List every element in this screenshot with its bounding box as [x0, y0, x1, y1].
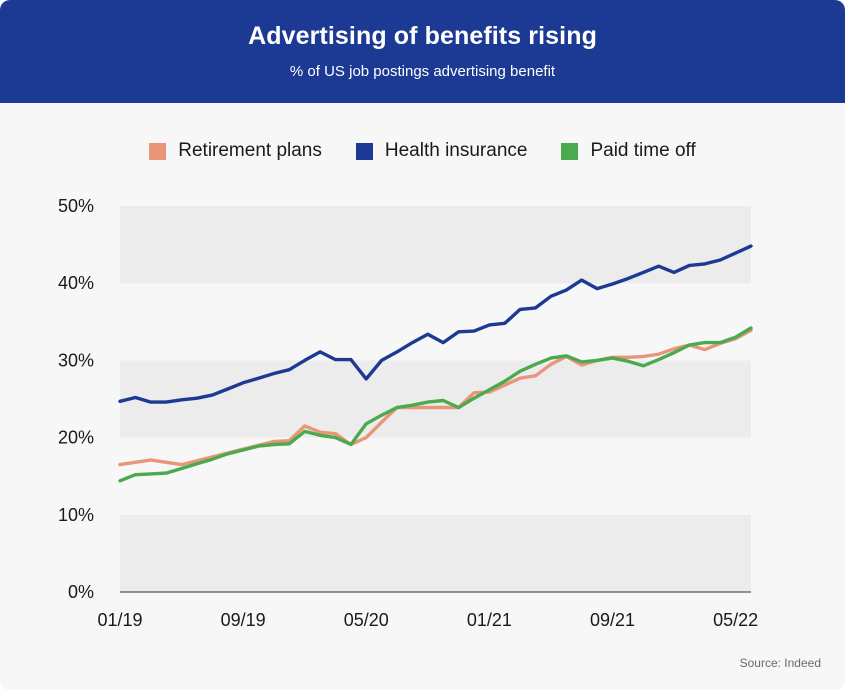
- legend-swatch: [355, 142, 373, 160]
- chart-header: Advertising of benefits rising % of US j…: [0, 0, 845, 103]
- chart-title: Advertising of benefits rising: [248, 22, 597, 50]
- x-tick-label: 09/21: [590, 610, 635, 630]
- grid-bands: [120, 206, 751, 592]
- legend-label: Retirement plans: [178, 140, 322, 161]
- y-tick-label: 40%: [58, 273, 94, 293]
- chart-subtitle: % of US job postings advertising benefit: [289, 63, 556, 80]
- chart-legend: Retirement plans Health insurance Paid tim…: [0, 138, 845, 164]
- x-tick-label: 05/20: [344, 610, 389, 630]
- y-axis-labels: 0% 10% 20% 30% 40% 50%: [58, 196, 94, 602]
- y-tick-label: 10%: [58, 505, 94, 525]
- grid-band: [120, 283, 751, 361]
- legend-swatch: [149, 142, 167, 160]
- x-tick-label: 05/22: [713, 610, 758, 630]
- series-line-health-insurance: [118, 244, 753, 404]
- x-tick-label: 01/21: [467, 610, 512, 630]
- y-tick-label: 20%: [58, 428, 94, 448]
- source-note: Source: Indeed: [739, 656, 821, 670]
- grid-band: [120, 360, 751, 438]
- x-tick-label: 01/19: [97, 610, 142, 630]
- y-tick-label: 50%: [58, 196, 94, 216]
- legend-item-paid-time-off: Paid time off: [561, 138, 696, 164]
- y-tick-label: 0%: [68, 582, 94, 602]
- legend-label: Paid time off: [590, 140, 696, 161]
- legend-swatch: [561, 142, 579, 160]
- series-line-paid-time-off: [118, 326, 753, 483]
- legend-item-health-insurance: Health insurance: [355, 138, 528, 164]
- grid-band: [120, 206, 751, 284]
- legend-item-retirement-plans: Retirement plans: [149, 138, 322, 164]
- grid-band: [120, 437, 751, 515]
- x-tick-label: 09/19: [221, 610, 266, 630]
- grid-band: [120, 514, 751, 592]
- legend-label: Health insurance: [384, 140, 528, 161]
- y-tick-label: 30%: [58, 350, 94, 370]
- x-axis-labels: 01/19 09/19 05/20 01/21 09/21 05/22: [97, 610, 758, 630]
